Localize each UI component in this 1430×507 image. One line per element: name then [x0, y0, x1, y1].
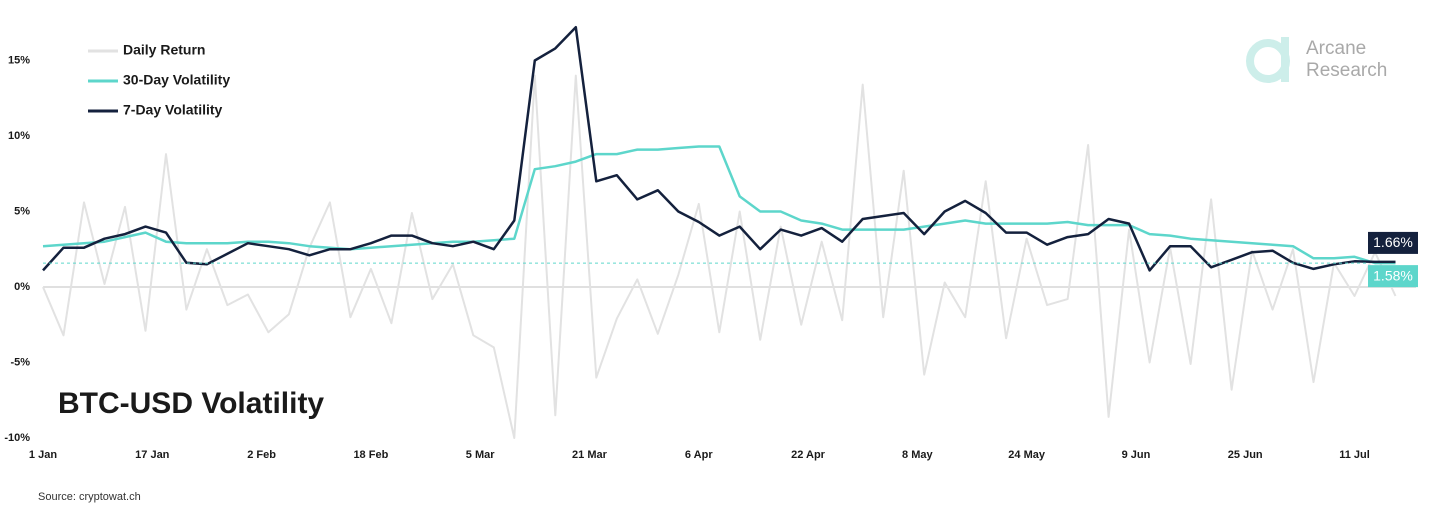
x-tick-label: 17 Jan — [135, 449, 170, 461]
x-tick-label: 21 Mar — [572, 449, 608, 461]
brand-line: Arcane — [1306, 38, 1366, 59]
x-tick-label: 1 Jan — [29, 449, 57, 461]
x-tick-label: 24 May — [1008, 449, 1046, 461]
x-tick-label: 8 May — [902, 449, 933, 461]
series-line — [42, 74, 1397, 439]
legend-label: 7-Day Volatility — [123, 102, 223, 118]
brand-line: Research — [1306, 60, 1387, 81]
logo-bar — [1281, 37, 1289, 82]
y-tick-label: 5% — [14, 205, 30, 217]
end-label: 1.58% — [1373, 267, 1413, 283]
chart-title: BTC-USD Volatility — [58, 387, 324, 420]
x-tick-label: 22 Apr — [791, 449, 826, 461]
x-tick-label: 9 Jun — [1122, 449, 1151, 461]
x-tick-label: 6 Apr — [685, 449, 713, 461]
y-tick-label: 0% — [14, 281, 30, 293]
x-tick-label: 25 Jun — [1228, 449, 1263, 461]
y-tick-label: -5% — [10, 356, 30, 368]
source: Source: cryptowat.ch — [38, 491, 141, 503]
series-line — [42, 145, 1396, 265]
end-label: 1.66% — [1373, 234, 1413, 250]
legend-label: Daily Return — [123, 42, 205, 58]
end-label-box — [1368, 231, 1418, 254]
y-tick-label: -10% — [4, 432, 30, 444]
y-tick-label: 15% — [8, 54, 30, 66]
end-label-box — [1368, 265, 1418, 288]
legend-label: 30-Day Volatility — [123, 72, 230, 88]
logo: Arcane Research — [1246, 37, 1387, 83]
y-tick-label: 10% — [8, 130, 30, 142]
series-line — [42, 25, 1396, 272]
logo-ring — [1246, 39, 1290, 83]
x-tick-label: 18 Feb — [353, 449, 388, 461]
x-tick-label: 5 Mar — [466, 449, 495, 461]
x-tick-label: 11 Jul — [1339, 449, 1370, 461]
x-tick-label: 2 Feb — [247, 449, 276, 461]
